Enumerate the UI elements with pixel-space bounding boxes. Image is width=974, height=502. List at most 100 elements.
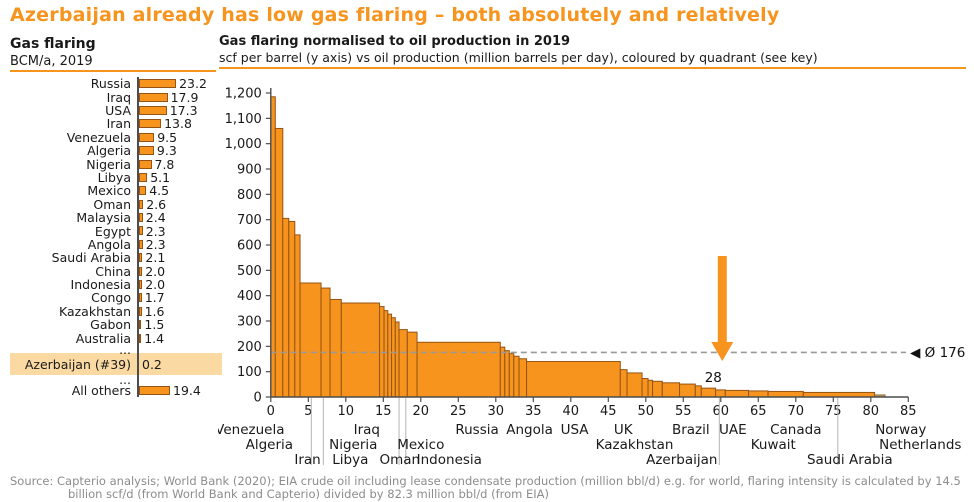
chart-bar xyxy=(387,313,393,398)
country-label: China xyxy=(95,263,131,279)
source-note-line1: Source: Capterio analysis; World Bank (2… xyxy=(10,474,961,488)
mini-bar xyxy=(139,213,143,223)
y-tick-label: 400 xyxy=(237,289,262,304)
mini-bar xyxy=(139,293,142,303)
chart-bar xyxy=(406,331,418,398)
mini-bar xyxy=(139,199,144,209)
bar-column: 17.9 xyxy=(137,89,222,105)
list-item: Oman 2.6 xyxy=(10,196,222,212)
bar-column: 2.6 xyxy=(137,197,222,212)
chart-bar xyxy=(513,355,520,398)
y-tick-label: 200 xyxy=(237,340,262,355)
chart-country-label: Kuwait xyxy=(751,437,796,453)
bar-column: 23.2 xyxy=(137,76,222,91)
chart-bar xyxy=(383,310,389,398)
bar-column: 1.4 xyxy=(137,330,222,346)
list-item: Congo 1.7 xyxy=(10,290,222,306)
chart-bar xyxy=(508,353,515,398)
bar-value: 2.3 xyxy=(145,236,166,252)
country-label: Australia xyxy=(75,330,131,346)
bar-column: 9.3 xyxy=(137,143,222,158)
bar-value: 4.5 xyxy=(149,183,170,199)
mini-bar xyxy=(139,132,155,142)
country-label: Egypt xyxy=(94,223,131,239)
chart-bar xyxy=(526,361,621,398)
y-tick-label: 100 xyxy=(237,365,262,380)
chart-bar xyxy=(748,390,769,398)
bar-column: 1.5 xyxy=(137,317,222,332)
country-label: Saudi Arabia xyxy=(51,250,131,266)
source-note-line2: billion scf/d (from World Bank and Capte… xyxy=(68,487,550,501)
mini-bar xyxy=(139,226,143,236)
country-label: Iran xyxy=(106,116,131,132)
bar-value: 17.9 xyxy=(170,89,199,105)
bar-value: 1.7 xyxy=(144,290,165,306)
list-item: Venezuela 9.5 xyxy=(10,129,222,145)
list-item: Indonesia 2.0 xyxy=(10,277,222,293)
chart-country-label: Oman xyxy=(379,452,420,468)
x-tick-label: 60 xyxy=(713,404,730,419)
chart-bar xyxy=(394,321,400,398)
chart-country-label: Angola xyxy=(506,422,553,438)
chart-bar xyxy=(288,220,296,398)
list-item: China 2.0 xyxy=(10,263,222,279)
mini-bar xyxy=(139,92,168,102)
chart-bar xyxy=(299,282,322,398)
chart-bar xyxy=(715,389,726,398)
country-label: ... xyxy=(119,372,131,388)
chart-bar xyxy=(499,346,506,398)
chart-country-label: Libya xyxy=(332,452,368,468)
chart-country-label: Saudi Arabia xyxy=(807,452,893,468)
left-panel-divider xyxy=(10,70,216,72)
x-tick-label: 45 xyxy=(600,404,617,419)
chart-country-label: Canada xyxy=(770,422,821,438)
country-label: USA xyxy=(105,102,131,118)
chart-country-label: Iraq xyxy=(354,422,380,438)
x-tick-label: 65 xyxy=(750,404,767,419)
chart-country-label: Kazakhstan xyxy=(596,437,674,453)
x-tick-label: 55 xyxy=(675,404,692,419)
x-tick-label: 40 xyxy=(563,404,580,419)
bar-column: 7.8 xyxy=(137,156,222,172)
chart-bar xyxy=(294,234,301,398)
chart-bar xyxy=(340,302,381,398)
x-tick-label: 75 xyxy=(825,404,842,419)
chart-subtitle: scf per barrel (y axis) vs oil productio… xyxy=(219,50,818,65)
y-tick-label: 1,200 xyxy=(225,87,262,102)
list-item: Gabon 1.5 xyxy=(10,317,222,332)
chart-country-label: Azerbaijan xyxy=(646,452,717,468)
bar-column: 2.3 xyxy=(137,224,222,239)
chart-country-label: Brazil xyxy=(672,422,710,438)
x-tick-label: 50 xyxy=(638,404,655,419)
y-tick-label: 700 xyxy=(237,213,262,228)
mini-bar xyxy=(139,146,154,156)
annotation-value-label: 28 xyxy=(705,370,722,386)
bar-value: 5.1 xyxy=(150,169,171,185)
x-tick-label: 70 xyxy=(788,404,805,419)
mini-bar xyxy=(139,333,142,343)
bar-value: 7.8 xyxy=(154,156,175,172)
chart-country-label: Netherlands xyxy=(879,437,961,453)
chart-bar xyxy=(619,369,628,398)
x-tick-label: 80 xyxy=(863,404,880,419)
bar-value: 13.8 xyxy=(164,116,192,132)
bar-value: 1.4 xyxy=(144,330,165,346)
bar-column: 2.1 xyxy=(137,250,222,265)
chart-bar xyxy=(626,372,643,398)
y-tick-label: 500 xyxy=(237,264,262,279)
country-label: Venezuela xyxy=(66,129,131,145)
list-item: Kazakhstan 1.6 xyxy=(10,303,222,319)
chart-bar xyxy=(652,380,663,398)
bar-value: 2.0 xyxy=(145,277,166,293)
list-ellipsis-row: ... xyxy=(10,372,222,388)
country-label: Oman xyxy=(93,196,131,212)
mini-bar xyxy=(139,105,167,115)
chart-bar xyxy=(274,127,284,398)
bar-value: 2.0 xyxy=(145,263,166,279)
bar-value: 1.6 xyxy=(144,303,165,319)
chart-bar xyxy=(641,378,649,398)
annotation-arrow-icon xyxy=(711,256,734,361)
chart-bar xyxy=(724,389,750,398)
country-label: Indonesia xyxy=(70,277,131,293)
